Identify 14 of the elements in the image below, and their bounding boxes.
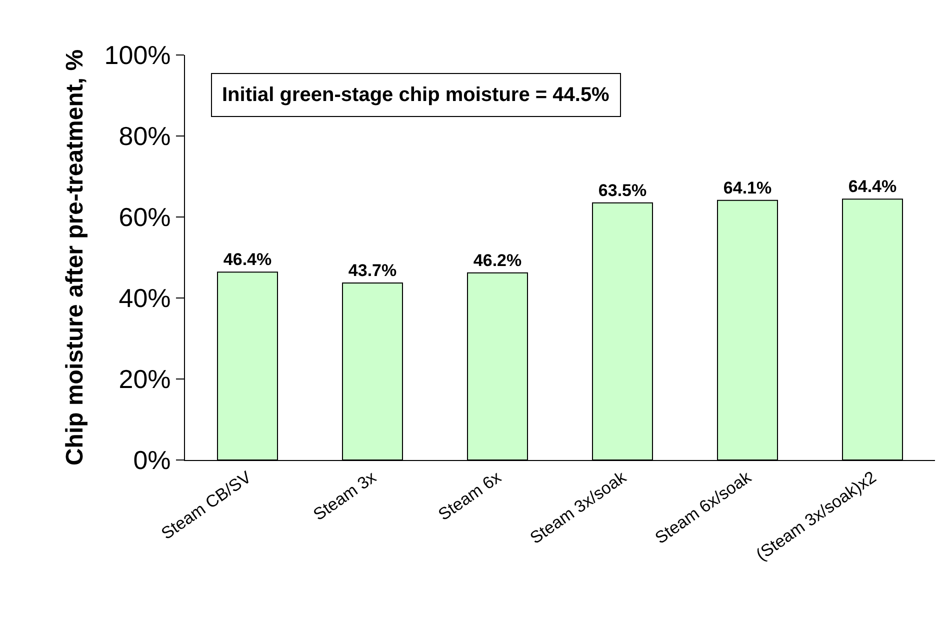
y-tick-label: 20% <box>118 364 171 394</box>
y-tick-label: 60% <box>118 202 171 232</box>
y-tick-label: 40% <box>118 283 171 314</box>
data-label: 46.4% <box>223 250 272 270</box>
data-label: 46.2% <box>473 250 522 270</box>
y-axis-title: Chip moisture after pre-treatment, % <box>61 49 88 466</box>
annotation: Initial green-stage chip moisture = 44.5% <box>222 84 610 106</box>
data-label: 64.4% <box>848 177 897 196</box>
y-tick-label: 100% <box>104 40 171 70</box>
data-label: 43.7% <box>348 261 397 280</box>
y-tick-label: 80% <box>118 121 171 152</box>
data-label: 64.1% <box>723 178 772 198</box>
data-label: 63.5% <box>598 180 647 200</box>
y-tick-label: 0% <box>133 445 171 476</box>
